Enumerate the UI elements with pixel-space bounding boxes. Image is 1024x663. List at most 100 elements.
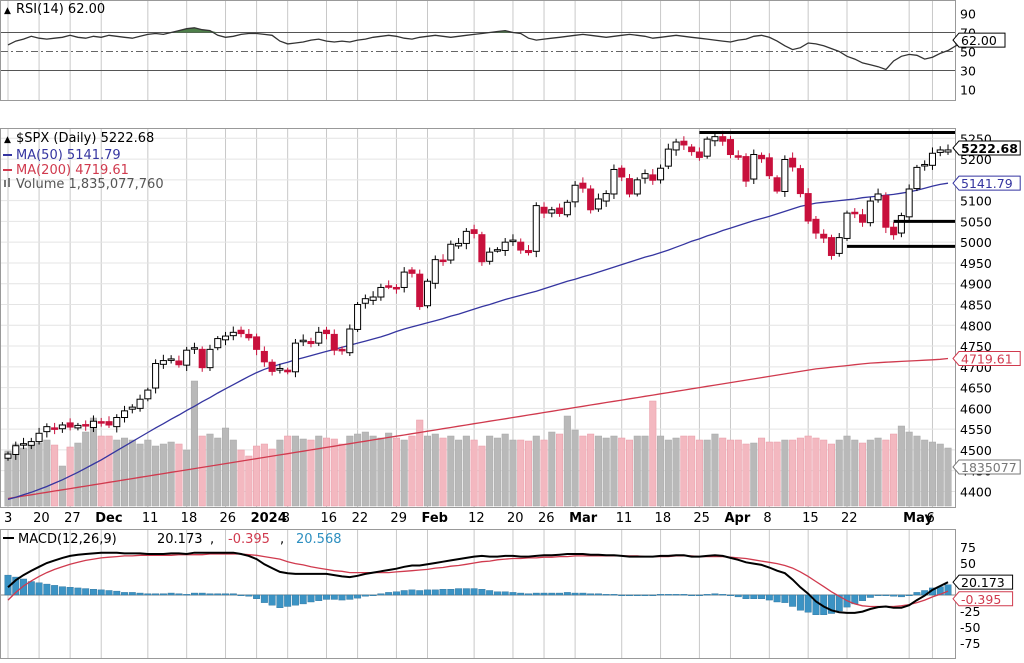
rsi-series [7, 27, 987, 71]
macd-hist-bar-2 [20, 578, 27, 596]
candle-body-28 [221, 335, 230, 341]
candle-body-67 [524, 249, 533, 254]
volume-bar-27 [214, 437, 222, 507]
candle-28 [221, 331, 230, 346]
candle-body-106 [827, 237, 836, 256]
candle-49 [385, 280, 393, 290]
volume-bar-59 [462, 435, 470, 507]
rsi-last-tag-box [952, 32, 1006, 48]
candle-13 [105, 416, 113, 428]
volume-bar-18 [144, 439, 152, 507]
volume-bar-44 [346, 435, 354, 507]
macd-hist-bar-7 [58, 586, 66, 596]
price-ytick-14: 4550 [960, 422, 992, 437]
macd-hist-bar-30 [237, 594, 245, 596]
candle-104 [812, 216, 820, 239]
macd-hist-bar-18 [144, 593, 152, 596]
macd-hist-bar-16 [128, 592, 136, 596]
volume-bar-39 [307, 439, 315, 507]
candle-41 [322, 326, 331, 340]
candle-body-55 [431, 259, 439, 284]
x-tick-12: Feb [422, 511, 448, 526]
macd-hist-bar-88 [688, 594, 696, 596]
macd-hist-bar-19 [152, 593, 160, 596]
volume-bar-105 [820, 439, 828, 507]
macd-hist-bar-22 [175, 593, 183, 596]
x-tick-15: 26 [538, 511, 555, 526]
candle-body-24 [190, 347, 198, 350]
candle-body-41 [322, 329, 331, 335]
candle-97 [758, 152, 766, 163]
candle-55 [431, 255, 439, 289]
macd-hist-bar-64 [501, 591, 509, 596]
volume-bar-36 [284, 435, 292, 507]
candle-77 [602, 190, 610, 207]
candle-81 [633, 177, 641, 197]
candle-23 [183, 346, 191, 371]
volume-bar-43 [338, 443, 346, 507]
candle-body-43 [338, 348, 346, 352]
macd-hist-bar-26 [206, 593, 214, 596]
volume-last-tag-box [952, 459, 1021, 475]
rsi-panel-frame [0, 0, 956, 101]
macd-hist-bar-117 [913, 592, 921, 596]
candle-body-89 [695, 151, 703, 158]
macd-hist-bar-110 [859, 594, 867, 601]
ma200-line [7, 357, 949, 500]
candle-11 [89, 415, 97, 433]
macd-hist-bar-91 [711, 593, 719, 596]
volume-bar-24 [190, 380, 198, 507]
candle-body-87 [680, 140, 688, 146]
candle-body-118 [921, 163, 929, 167]
x-tick-17: 11 [616, 511, 633, 526]
macd-hist-bar-83 [649, 594, 657, 596]
candle-body-5 [43, 426, 51, 433]
candle-38 [299, 334, 307, 347]
macd-hist-bar-51 [400, 590, 408, 596]
macd-hist-bar-56 [439, 589, 447, 596]
macd-hist-bar-42 [330, 594, 338, 600]
candle-body-14 [113, 417, 121, 428]
candle-body-68 [532, 205, 540, 252]
candle-91 [711, 132, 719, 147]
ma50-last-tag-text: 5141.79 [961, 176, 1013, 191]
candle-14 [113, 414, 121, 433]
candle-body-30 [237, 329, 245, 335]
rsi-ytick-2: 50 [960, 45, 976, 60]
moving-averages [7, 182, 949, 501]
macd-legend-value: 20.173 [157, 532, 203, 547]
candle-body-22 [175, 360, 183, 366]
x-tick-21: 8 [763, 511, 771, 526]
candle-60 [470, 224, 478, 239]
candle-body-61 [478, 234, 486, 263]
candle-body-99 [773, 177, 781, 192]
grid [1, 1, 955, 658]
candle-27 [214, 336, 222, 351]
volume-bar-28 [222, 427, 230, 507]
macd-hist-bar-79 [618, 594, 626, 596]
candle-93 [726, 135, 735, 159]
macd-hist-bar-6 [51, 585, 59, 596]
volume-bar-79 [618, 437, 626, 507]
volume-bar-94 [734, 439, 742, 507]
volume-bar-46 [361, 431, 369, 507]
volume-bar-56 [439, 437, 447, 507]
macd-hist-bar-76 [594, 593, 602, 596]
volume-bar-12 [97, 435, 105, 507]
macd-hist-bar-92 [719, 594, 727, 596]
macd-legend-sep-1: , [210, 532, 214, 547]
volume-bar-80 [625, 439, 634, 507]
candle-87 [680, 136, 688, 150]
macd-hist-bar-52 [408, 589, 416, 596]
macd-hist-bar-36 [284, 594, 292, 607]
x-tick-13: 12 [468, 511, 485, 526]
volume-bar-6 [51, 444, 59, 507]
volume-bar-25 [198, 435, 206, 507]
macd-legend-hist-value: 20.568 [296, 532, 342, 547]
price-ytick-5: 5000 [960, 235, 992, 250]
volume-bar-20 [159, 443, 167, 507]
volume-bar-117 [913, 435, 921, 507]
candle-body-11 [89, 420, 97, 428]
macd-hist-bar-74 [579, 592, 587, 596]
macd-hist-bar-66 [517, 592, 525, 596]
